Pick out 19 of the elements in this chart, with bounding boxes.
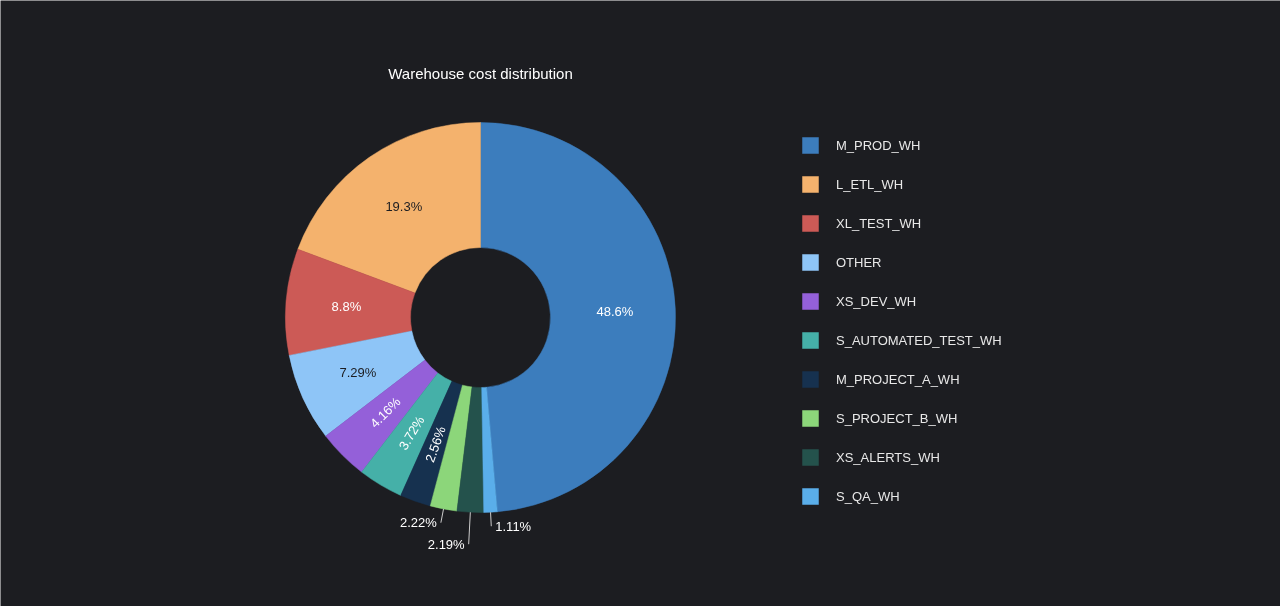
legend-label: M_PROJECT_A_WH xyxy=(836,371,960,387)
data-label: 8.8% xyxy=(331,299,362,315)
data-label: 2.22% xyxy=(400,515,438,531)
data-label: 1.11% xyxy=(495,518,532,534)
legend-label: L_ETL_WH xyxy=(836,176,904,192)
chart-title: Warehouse cost distribution xyxy=(388,65,573,82)
data-label: 19.3% xyxy=(385,199,423,215)
legend-label: S_QA_WH xyxy=(836,488,900,504)
legend-label: S_AUTOMATED_TEST_WH xyxy=(836,332,1002,348)
legend-label: XS_DEV_WH xyxy=(836,293,917,309)
data-label: 2.19% xyxy=(427,536,466,552)
legend-label: M_PROD_WH xyxy=(836,137,921,153)
legend-label: XS_ALERTS_WH xyxy=(836,449,940,465)
legend-label: OTHER xyxy=(836,254,882,270)
data-label: 2.56% xyxy=(422,423,449,465)
legend-label: S_PROJECT_B_WH xyxy=(836,410,958,426)
legend-label: XL_TEST_WH xyxy=(836,215,922,231)
data-label: 7.29% xyxy=(339,365,377,381)
data-label: 48.6% xyxy=(596,304,634,320)
